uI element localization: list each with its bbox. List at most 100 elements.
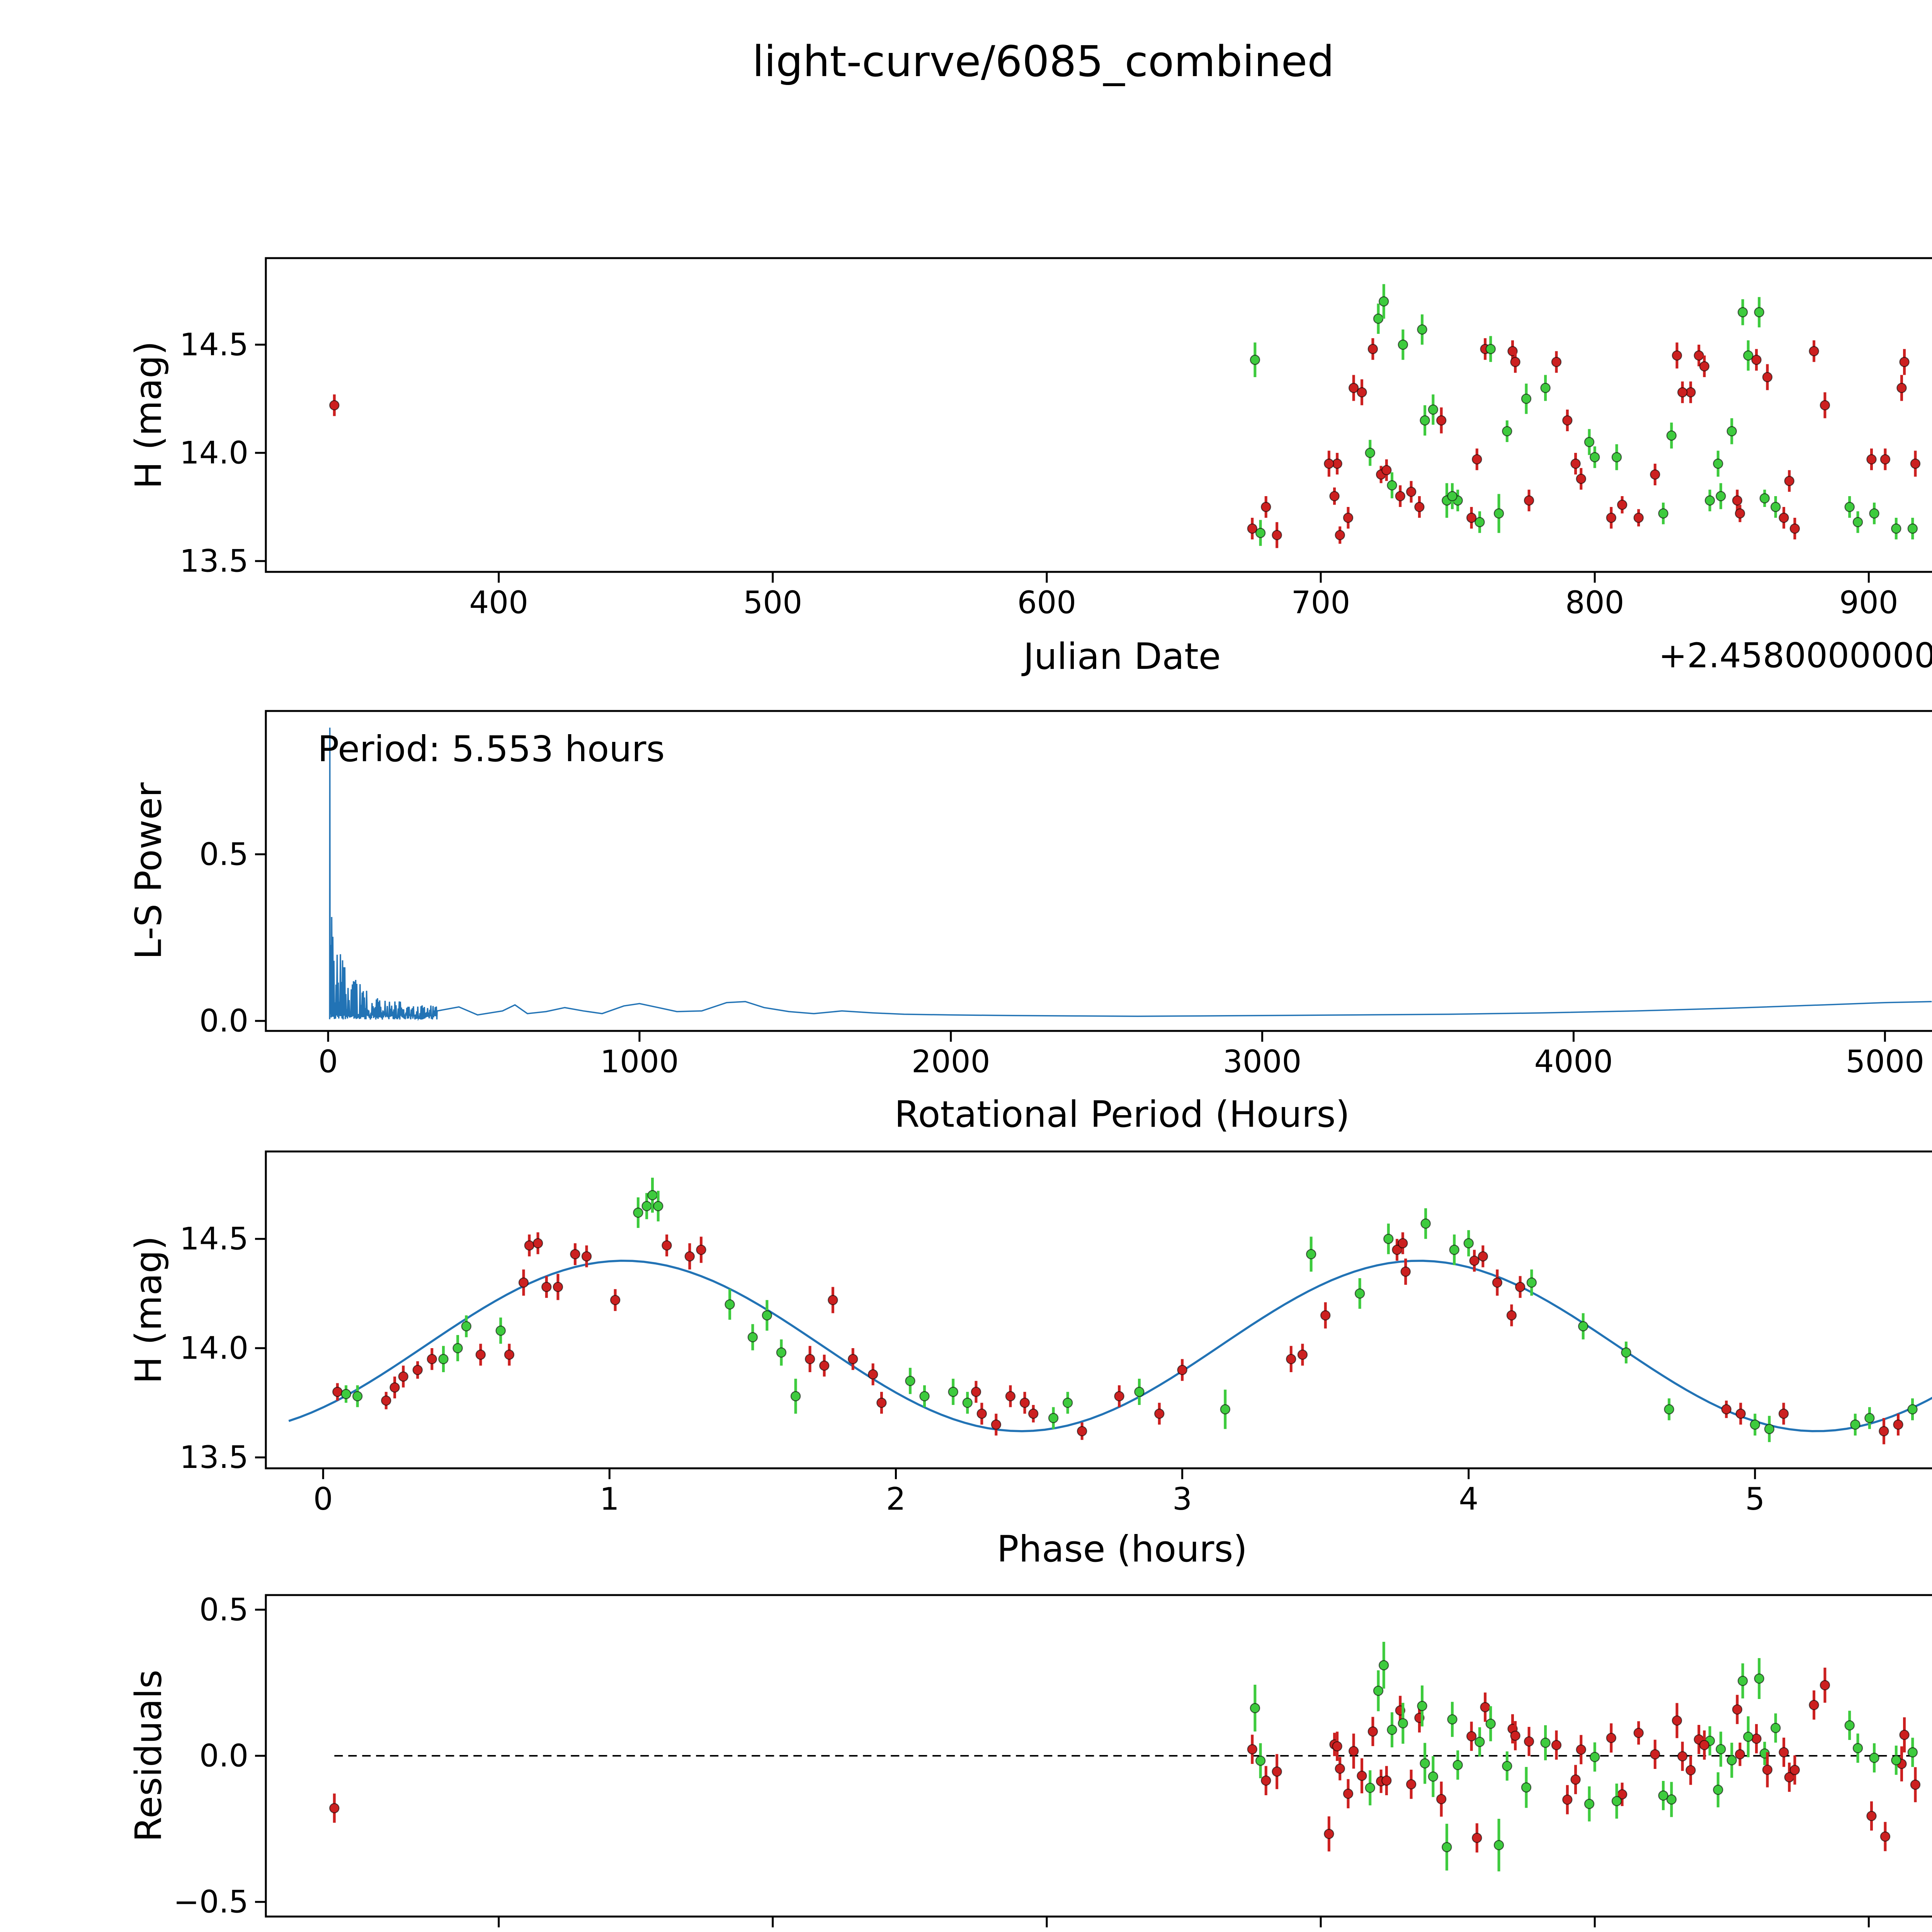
data-point-green	[1584, 437, 1595, 447]
data-point-red	[1910, 458, 1921, 469]
x-tick-label: 900	[1839, 1929, 1898, 1932]
data-point-green	[633, 1208, 643, 1218]
data-point-red	[1480, 1702, 1490, 1713]
data-point-green	[1852, 1743, 1863, 1753]
data-point-green	[1398, 1718, 1408, 1729]
x-tick-label: 600	[1017, 585, 1077, 621]
data-point-green	[1737, 307, 1748, 318]
data-point-red	[1779, 1747, 1789, 1758]
data-point-red	[991, 1419, 1002, 1430]
data-point-red	[1606, 512, 1617, 523]
data-point-red	[1866, 454, 1877, 465]
axes-frame	[265, 257, 1932, 573]
data-point-red	[848, 1354, 858, 1364]
x-tick-label: 600	[1017, 1929, 1077, 1932]
panel-phase-curve: 0 1 2 3 4 5 13.5 14.0 14.5	[180, 1150, 1932, 1517]
panel-residuals: 400 500 600 700 800 900 −0.5 0.0 0.5	[173, 1592, 1932, 1932]
data-point-red	[1478, 1251, 1488, 1262]
data-point-red	[1751, 354, 1762, 365]
data-point-red	[1880, 1831, 1891, 1842]
data-point-red	[1762, 372, 1773, 383]
data-point-green	[724, 1299, 735, 1310]
data-point-green	[352, 1391, 363, 1401]
data-point-green	[1373, 1685, 1384, 1696]
data-point-red	[1343, 1788, 1354, 1799]
data-point-green	[1869, 1753, 1879, 1763]
data-point-green	[1844, 502, 1855, 512]
data-point-green	[647, 1190, 658, 1201]
x-tick-label: 1	[600, 1481, 619, 1517]
data-point-red	[1562, 1794, 1573, 1805]
y-tick-label: 14.0	[180, 1330, 248, 1366]
x-tick-label: 2	[886, 1481, 906, 1517]
data-point-green	[790, 1391, 801, 1401]
data-point-red	[1809, 346, 1819, 357]
data-point-green	[1255, 527, 1266, 538]
data-point-red	[1272, 1766, 1282, 1777]
data-point-red	[1650, 469, 1660, 480]
data-point-red	[1524, 495, 1534, 506]
data-point-red	[532, 1238, 543, 1248]
data-point-green	[762, 1310, 772, 1321]
data-point-red	[610, 1295, 621, 1305]
data-point-red	[1606, 1733, 1617, 1743]
data-point-red	[684, 1251, 695, 1262]
x-tick-label: 900	[1839, 585, 1898, 621]
data-point-red	[381, 1395, 391, 1406]
panel2-ylabel: L-S Power	[128, 782, 170, 960]
data-point-red	[1570, 458, 1581, 469]
x-tick-label: 0	[318, 1044, 338, 1080]
data-point-green	[1420, 1218, 1431, 1229]
data-point-red	[1672, 1715, 1682, 1726]
data-point-red	[1332, 1741, 1342, 1752]
y-tick-label: 13.5	[180, 1439, 248, 1475]
data-point-red	[1329, 491, 1340, 502]
data-point-red	[867, 1369, 878, 1380]
data-point-green	[1378, 1660, 1389, 1670]
data-point-red	[819, 1360, 830, 1371]
data-point-green	[1250, 1703, 1260, 1713]
data-point-red	[1247, 523, 1258, 534]
y-tick-label: 0.5	[199, 836, 248, 872]
data-point-green	[1447, 491, 1458, 502]
data-point-red	[1335, 1763, 1345, 1774]
data-point-green	[1354, 1288, 1365, 1299]
data-point-red	[1028, 1408, 1039, 1419]
data-point-green	[1417, 1701, 1427, 1711]
data-point-red	[1466, 1731, 1477, 1742]
data-point-green	[1373, 313, 1384, 324]
data-point-green	[1704, 495, 1715, 506]
data-point-red	[504, 1349, 515, 1360]
data-point-green	[1428, 404, 1439, 415]
data-point-green	[653, 1201, 663, 1211]
data-point-red	[1735, 1749, 1745, 1760]
data-point-green	[1417, 324, 1427, 335]
data-point-red	[1899, 357, 1910, 367]
data-point-green	[1666, 430, 1677, 441]
axes-frame	[265, 710, 1932, 1032]
data-point-green	[1578, 1321, 1588, 1332]
data-point-red	[553, 1282, 563, 1292]
data-point-red	[1735, 508, 1745, 519]
data-point-green	[1658, 508, 1668, 519]
data-point-green	[1584, 1799, 1595, 1809]
data-point-green	[1666, 1794, 1677, 1805]
data-point-green	[1452, 1760, 1463, 1770]
data-point-red	[804, 1354, 815, 1364]
x-tick-label: 500	[743, 1929, 803, 1932]
panel1-xlabel: Julian Date	[1023, 636, 1221, 678]
data-point-green	[1621, 1347, 1631, 1358]
data-point-red	[329, 1803, 340, 1813]
data-point-green	[1365, 447, 1376, 458]
data-point-red	[398, 1371, 408, 1382]
panel-periodogram: 0 1000 2000 3000 4000 5000 0.0 0.5	[199, 710, 1932, 1080]
data-point-red	[1114, 1391, 1124, 1401]
data-point-red	[1286, 1354, 1296, 1364]
data-point-green	[1526, 1277, 1537, 1288]
data-point-green	[1764, 1423, 1775, 1434]
data-point-green	[1447, 1714, 1458, 1725]
data-point-green	[1387, 480, 1397, 491]
data-point-green	[1770, 1723, 1781, 1733]
data-point-red	[1762, 1764, 1773, 1775]
